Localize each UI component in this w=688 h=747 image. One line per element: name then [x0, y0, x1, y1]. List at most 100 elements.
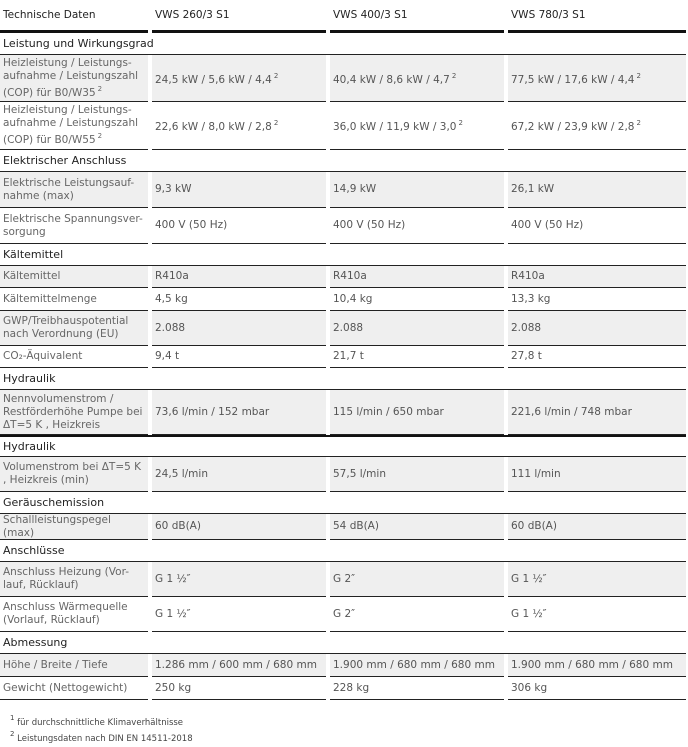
cell-text: 2.088 — [155, 321, 186, 334]
footnote: 1 für durchschnittliche Klimaverhältniss… — [8, 713, 193, 729]
cell-text: Anschluss Heizung (Vor-lauf, Rücklauf) — [3, 566, 130, 591]
row-label: Schallleistungspegel (max) — [0, 514, 148, 540]
header-cell: VWS 400/3 S1 — [330, 0, 504, 33]
header-cell: Technische Daten — [0, 0, 148, 33]
cell-text: Nennvolumenstrom / Restförderhöhe Pumpe … — [3, 392, 143, 431]
row-value: 306 kg — [508, 677, 686, 700]
header-cell: VWS 780/3 S1 — [508, 0, 686, 33]
cell-text: 67,2 kW / 23,9 kW / 2,8 — [511, 121, 635, 133]
cell-text: 306 kg — [511, 681, 548, 694]
table-row: GWP/Treibhauspotential nach Verordnung (… — [0, 311, 686, 346]
table-header-row: Technische Daten VWS 260/3 S1 VWS 400/3 … — [0, 0, 686, 33]
section-header: Hydraulik — [0, 435, 686, 457]
cell-text: 22,6 kW / 8,0 kW / 2,8 — [155, 121, 272, 133]
cell-text: 9,4 t — [155, 350, 180, 362]
cell-text: 21,7 t — [333, 350, 364, 362]
section-header: Kältemittel — [0, 244, 686, 266]
table-row: Elektrische Leistungsauf-nahme (max) 9,3 … — [0, 172, 686, 208]
row-value: 1.900 mm / 680 mm / 680 mm — [508, 654, 686, 677]
footnote-text: für durchschnittliche Klimaverhältnisse — [17, 718, 184, 728]
cell-text: Volumenstrom bei ΔT=5 K , Heizkreis (min… — [3, 461, 142, 486]
cell-text: 24,5 l/min — [155, 467, 208, 480]
cell-text: 9,3 kW — [155, 183, 192, 195]
section-header: Hydraulik — [0, 368, 686, 390]
cell-text: 228 kg — [333, 681, 370, 694]
row-value: 221,6 l/min / 748 mbar — [508, 390, 686, 435]
cell-text: Anschluss Wärmequelle (Vorlauf, Rücklauf… — [3, 601, 128, 626]
cell-text: Heizleistung / Leistungs-aufnahme / Leis… — [3, 56, 139, 99]
row-label: Elektrische Leistungsauf-nahme (max) — [0, 172, 148, 208]
table-row: Anschluss Wärmequelle (Vorlauf, Rücklauf… — [0, 597, 686, 632]
table-row: Volumenstrom bei ΔT=5 K , Heizkreis (min… — [0, 457, 686, 492]
cell-text: Kältemittelmenge — [3, 292, 97, 305]
row-value: 77,5 kW / 17,6 kW / 4,4 2 — [508, 55, 686, 102]
row-value: R410a — [330, 266, 504, 288]
row-value: 2.088 — [330, 311, 504, 346]
row-value: 250 kg — [152, 677, 326, 700]
cell-text: G 2″ — [333, 607, 356, 620]
technical-data-table: Technische Daten VWS 260/3 S1 VWS 400/3 … — [0, 0, 686, 700]
row-value: 40,4 kW / 8,6 kW / 4,7 2 — [330, 55, 504, 102]
cell-text: 36,0 kW / 11,9 kW / 3,0 — [333, 121, 457, 133]
cell-text: 13,3 kg — [511, 292, 551, 305]
row-value: R410a — [152, 266, 326, 288]
row-value: 24,5 kW / 5,6 kW / 4,4 2 — [152, 55, 326, 102]
row-value: R410a — [508, 266, 686, 288]
cell-text: 26,1 kW — [511, 183, 555, 195]
row-value: 26,1 kW — [508, 172, 686, 208]
row-label: GWP/Treibhauspotential nach Verordnung (… — [0, 311, 148, 346]
row-label: Elektrische Spannungsver-sorgung — [0, 208, 148, 244]
table-row: Anschluss Heizung (Vor-lauf, Rücklauf) G … — [0, 562, 686, 597]
cell-text: Höhe / Breite / Tiefe — [3, 658, 108, 671]
cell-text: 4,5 kg — [155, 292, 188, 305]
cell-text: Heizleistung / Leistungs-aufnahme / Leis… — [3, 104, 139, 146]
table-row: Heizleistung / Leistungs-aufnahme / Leis… — [0, 102, 686, 150]
footnote-ref: 2 — [273, 119, 279, 127]
row-value: 24,5 l/min — [152, 457, 326, 492]
cell-text: G 1 ½″ — [511, 607, 547, 620]
cell-text: 60 dB(A) — [155, 520, 201, 532]
footnote-ref: 2 — [97, 84, 103, 93]
table-row: Heizleistung / Leistungs-aufnahme / Leis… — [0, 55, 686, 102]
cell-text: G 1 ½″ — [511, 572, 547, 585]
cell-text: G 1 ½″ — [155, 607, 191, 620]
footnotes: 1 für durchschnittliche Klimaverhältniss… — [8, 713, 193, 745]
row-value: 4,5 kg — [152, 288, 326, 311]
cell-text: 2.088 — [511, 321, 542, 334]
section-header: Elektrischer Anschluss — [0, 150, 686, 172]
cell-text: 77,5 kW / 17,6 kW / 4,4 — [511, 73, 635, 86]
footnote-mark: 2 — [10, 730, 15, 738]
row-value: 2.088 — [508, 311, 686, 346]
footnote: 2 Leistungsdaten nach DIN EN 14511-2018 — [8, 729, 193, 745]
row-value: 228 kg — [330, 677, 504, 700]
table-row: Schallleistungspegel (max) 60 dB(A) 54 dB(… — [0, 514, 686, 540]
cell-text: 1.900 mm / 680 mm / 680 mm — [511, 658, 673, 671]
footnote-ref: 2 — [273, 71, 279, 80]
cell-text: GWP/Treibhauspotential nach Verordnung (… — [3, 315, 129, 340]
table-row: Kältemittelmenge 4,5 kg 10,4 kg 13,3 kg — [0, 288, 686, 311]
row-value: 1.900 mm / 680 mm / 680 mm — [330, 654, 504, 677]
cell-text: 400 V (50 Hz) — [333, 219, 406, 231]
row-value: 9,4 t — [152, 346, 326, 368]
row-value: 9,3 kW — [152, 172, 326, 208]
footnote-ref: 2 — [451, 71, 457, 80]
footnote-mark: 1 — [10, 714, 15, 722]
row-value: 36,0 kW / 11,9 kW / 3,0 2 — [330, 102, 504, 150]
row-label: Anschluss Wärmequelle (Vorlauf, Rücklauf… — [0, 597, 148, 632]
section-header: Geräuschemission — [0, 492, 686, 514]
row-label: Heizleistung / Leistungs-aufnahme / Leis… — [0, 55, 148, 102]
table-row: Gewicht (Nettogewicht) 250 kg 228 kg 306 kg — [0, 677, 686, 700]
cell-text: 40,4 kW / 8,6 kW / 4,7 — [333, 73, 450, 86]
cell-text: 115 l/min / 650 mbar — [333, 405, 444, 418]
footnote-ref: 2 — [458, 119, 463, 127]
cell-text: 54 dB(A) — [333, 520, 379, 532]
cell-text: 27,8 t — [511, 350, 542, 362]
cell-text: 111 l/min — [511, 467, 561, 480]
row-value: 400 V (50 Hz) — [508, 208, 686, 244]
cell-text: 1.286 mm / 600 mm / 680 mm — [155, 658, 317, 671]
row-value: G 1 ½″ — [152, 597, 326, 632]
row-value: G 1 ½″ — [508, 562, 686, 597]
row-value: 60 dB(A) — [152, 514, 326, 540]
row-value: G 1 ½″ — [508, 597, 686, 632]
cell-text: 221,6 l/min / 748 mbar — [511, 405, 632, 418]
